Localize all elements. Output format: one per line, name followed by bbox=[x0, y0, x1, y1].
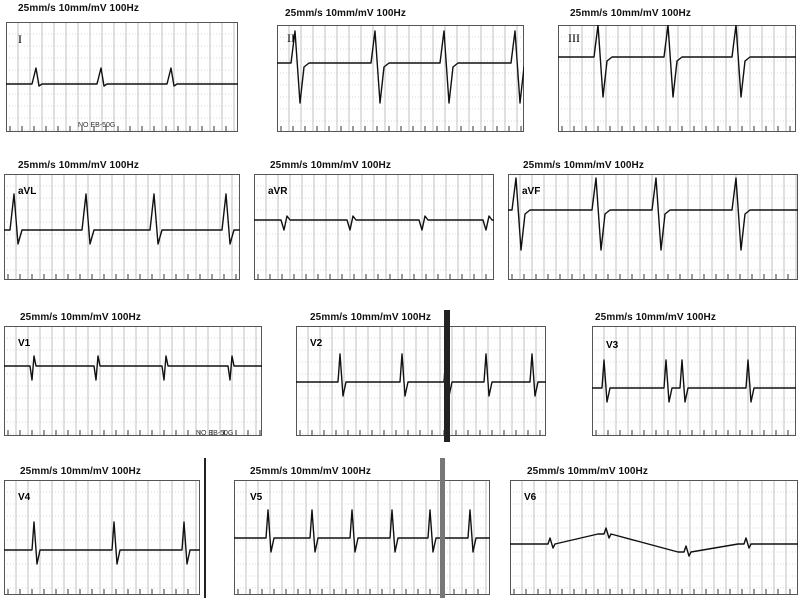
scan-artifact bbox=[444, 310, 450, 442]
ecg-panel-lead-iii: III bbox=[558, 25, 796, 132]
lead-label: V2 bbox=[310, 338, 323, 349]
strip-header: 25mm/s 10mm/mV 100Hz bbox=[270, 160, 391, 171]
lead-label: aVF bbox=[522, 186, 541, 197]
strip-header: 25mm/s 10mm/mV 100Hz bbox=[527, 466, 648, 477]
ecg-panel-lead-v1: V1 NO EB-50G bbox=[4, 326, 262, 436]
ecg-waveform bbox=[508, 177, 798, 251]
ecg-waveform bbox=[558, 25, 796, 98]
device-stamp: NO EB-50G bbox=[196, 430, 234, 436]
lead-label: III bbox=[568, 31, 580, 45]
device-stamp: NO EB-50G bbox=[380, 279, 417, 280]
ecg-panel-lead-v2: V2 bbox=[296, 326, 546, 436]
strip-header: 25mm/s 10mm/mV 100Hz bbox=[20, 312, 141, 323]
lead-label: I bbox=[18, 32, 22, 46]
strip-header: 25mm/s 10mm/mV 100Hz bbox=[310, 312, 431, 323]
strip-header: 25mm/s 10mm/mV 100Hz bbox=[570, 8, 691, 19]
lead-label: V5 bbox=[250, 492, 263, 503]
ecg-panel-lead-avr: aVR NO EB-50G bbox=[254, 174, 494, 280]
divider-line bbox=[204, 458, 206, 598]
ecg-waveform bbox=[592, 359, 796, 403]
ecg-panel-lead-v6: V6 bbox=[510, 480, 798, 595]
ecg-panel-lead-i: I NO EB-50G bbox=[6, 22, 238, 132]
ecg-waveform bbox=[277, 30, 524, 104]
lead-label: aVR bbox=[268, 186, 288, 197]
lead-label: V6 bbox=[524, 492, 537, 503]
strip-header: 25mm/s 10mm/mV 100Hz bbox=[250, 466, 371, 477]
ecg-trace-canvas bbox=[4, 174, 240, 280]
ecg-trace-canvas bbox=[4, 480, 200, 595]
scan-artifact bbox=[440, 458, 445, 598]
lead-label: V1 bbox=[18, 338, 31, 349]
ecg-waveform bbox=[254, 215, 494, 231]
strip-header: 25mm/s 10mm/mV 100Hz bbox=[20, 466, 141, 477]
ecg-trace-canvas bbox=[6, 22, 238, 132]
ecg-waveform bbox=[296, 353, 546, 397]
ecg-waveform bbox=[4, 521, 200, 565]
strip-header: 25mm/s 10mm/mV 100Hz bbox=[18, 3, 139, 14]
lead-label: V3 bbox=[606, 340, 619, 351]
ecg-trace-canvas bbox=[296, 326, 546, 436]
ecg-panel-lead-avl: aVL bbox=[4, 174, 240, 280]
ecg-waveform bbox=[4, 193, 240, 245]
ecg-panel-lead-v4: V4 bbox=[4, 480, 200, 595]
ecg-panel-lead-ii: II bbox=[277, 25, 524, 132]
lead-label: II bbox=[287, 31, 295, 45]
lead-label: aVL bbox=[18, 186, 37, 197]
ecg-trace-canvas bbox=[558, 25, 796, 132]
ecg-trace-canvas bbox=[508, 174, 798, 280]
ecg-waveform bbox=[510, 527, 798, 557]
strip-header: 25mm/s 10mm/mV 100Hz bbox=[595, 312, 716, 323]
lead-label: V4 bbox=[18, 492, 31, 503]
strip-header: 25mm/s 10mm/mV 100Hz bbox=[523, 160, 644, 171]
strip-header: 25mm/s 10mm/mV 100Hz bbox=[285, 8, 406, 19]
ecg-panel-lead-avf: aVF bbox=[508, 174, 798, 280]
ecg-trace-canvas bbox=[4, 326, 262, 436]
ecg-waveform bbox=[4, 355, 262, 381]
ecg-trace-canvas bbox=[592, 326, 796, 436]
ecg-trace-canvas bbox=[234, 480, 490, 595]
ecg-trace-canvas bbox=[510, 480, 798, 595]
ecg-waveform bbox=[6, 67, 238, 87]
ecg-panel-lead-v5: V5 bbox=[234, 480, 490, 595]
ecg-panel-lead-v3: V3 bbox=[592, 326, 796, 436]
ecg-trace-canvas bbox=[277, 25, 524, 132]
ecg-waveform bbox=[234, 509, 490, 553]
device-stamp: NO EB-50G bbox=[78, 122, 116, 129]
strip-header: 25mm/s 10mm/mV 100Hz bbox=[18, 160, 139, 171]
ecg-trace-canvas bbox=[254, 174, 494, 280]
